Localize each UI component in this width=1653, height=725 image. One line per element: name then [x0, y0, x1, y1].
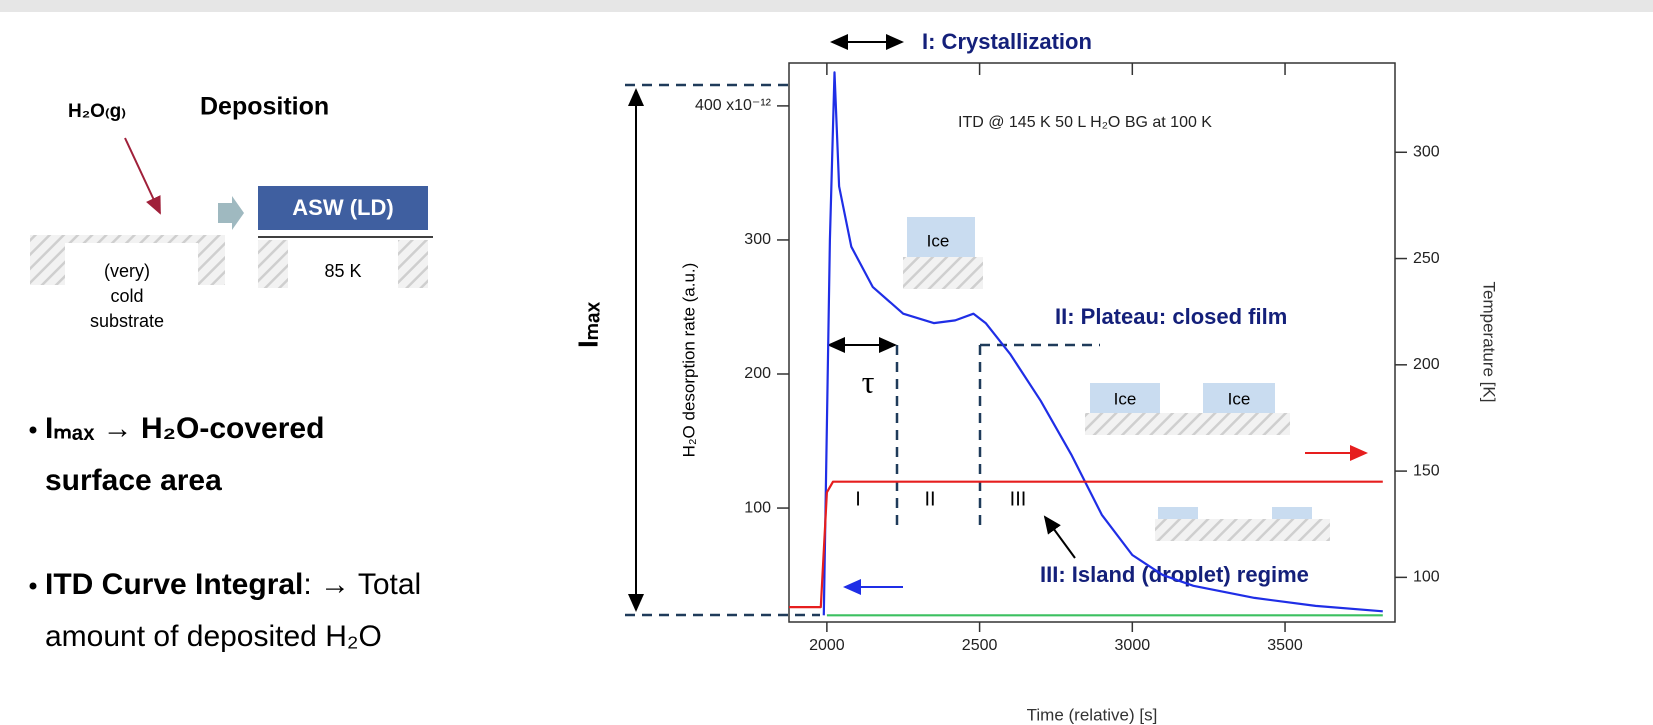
y2-tick-label: 150: [1413, 462, 1440, 479]
ice-box: [1203, 383, 1275, 413]
x-tick-label: 2500: [962, 637, 998, 654]
imax-label: Iₘₐₓ: [572, 301, 603, 348]
substrate-hatch: [258, 240, 288, 288]
annotation-layer: Iₘₐₓ I: Crystallization ITD @ 145 K 50 L…: [572, 29, 1368, 617]
process-arrow: [218, 196, 244, 230]
bullet-dot: [29, 426, 37, 434]
plateau-label: II: Plateau: closed film: [1055, 304, 1287, 329]
bullet-text: ITD Curve Integral: → Total: [45, 568, 421, 601]
substrate-hatch: [30, 235, 225, 243]
plot-frame: [788, 62, 1396, 623]
x-tick-label: 3500: [1267, 637, 1303, 654]
substrate-hatch: [1085, 413, 1290, 435]
deposition-title: Deposition: [200, 93, 329, 121]
ice-box: [1272, 507, 1312, 519]
crystallization-label: I: Crystallization: [922, 29, 1092, 54]
x-tick-label: 3000: [1115, 637, 1151, 654]
series-line: [789, 480, 1383, 609]
series-line: [822, 71, 1383, 616]
regime-label: III: [1010, 488, 1027, 510]
y2-tick-label: 200: [1413, 356, 1440, 373]
bullet-rest: : → Total: [303, 568, 421, 601]
tau-label: τ: [862, 363, 875, 399]
bullet-bold: ITD Curve Integral: [45, 568, 303, 601]
x-tick-label: 2000: [809, 637, 845, 654]
x-axis-title: Time (relative) [s]: [1027, 705, 1158, 724]
substrate-label: substrate: [90, 311, 164, 331]
y2-tick-label: 300: [1413, 143, 1440, 160]
bullet-dot: [29, 582, 37, 590]
substrate-hatch: [198, 235, 225, 285]
y2-tick-label: 250: [1413, 250, 1440, 267]
ice-box: [1158, 507, 1198, 519]
bullet-text: surface area: [45, 464, 222, 497]
substrate-hatch: [1155, 519, 1330, 541]
ice-box: [907, 217, 975, 257]
ice-label: Ice: [1114, 389, 1137, 408]
ice-label: Ice: [1228, 389, 1251, 408]
ice-box: [1090, 383, 1160, 413]
bullet-text: amount of deposited H₂O: [45, 620, 382, 653]
y2-tick-label: 100: [1413, 569, 1440, 586]
substrate-label: (very): [104, 261, 150, 281]
gas-label: H₂O₍g₎: [68, 101, 126, 122]
y-tick-label: 400 x10⁻¹²: [695, 97, 772, 114]
top-band: [0, 0, 1653, 12]
film-box: [258, 186, 428, 230]
bullet-text: Iₘₐₓ → H₂O-covered: [45, 412, 324, 445]
y-tick-label: 100: [744, 499, 771, 516]
island-label: III: Island (droplet) regime: [1040, 562, 1309, 587]
y-axis-title: H₂O desorption rate (a.u.): [679, 263, 698, 458]
y-tick-label: 200: [744, 365, 771, 382]
substrate-hatch: [30, 235, 65, 285]
substrate-hatch: [398, 240, 428, 288]
pointer-arrow: [1043, 515, 1076, 559]
substrate-label: cold: [110, 286, 143, 306]
ice-label: Ice: [927, 231, 950, 250]
film-temp: 85 K: [324, 261, 361, 281]
regime-label: I: [855, 488, 861, 510]
conditions-label: ITD @ 145 K 50 L H₂O BG at 100 K: [958, 114, 1212, 131]
substrate-hatch: [903, 257, 983, 289]
regime-label: II: [924, 488, 935, 510]
deposition-arrow: [124, 137, 161, 215]
y-tick-label: 300: [744, 231, 771, 248]
y2-axis-title: Temperature [K]: [1480, 282, 1499, 403]
film-label: ASW (LD): [292, 195, 393, 220]
